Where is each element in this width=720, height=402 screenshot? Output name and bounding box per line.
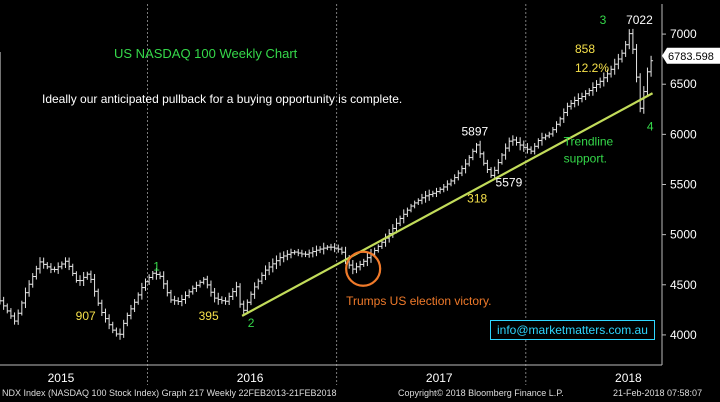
chart-title: US NASDAQ 100 Weekly Chart <box>114 46 298 61</box>
y-axis: 4000 4500 5000 5500 6000 6500 7000 6783.598 <box>661 4 720 365</box>
price-bars <box>0 28 654 340</box>
annotation-label: 2 <box>248 316 255 330</box>
annotation-label: 4 <box>647 119 654 133</box>
election-circle <box>345 250 382 287</box>
y-tick-label: 7000 <box>670 27 697 41</box>
trendline-line <box>241 92 654 317</box>
y-tick-label: 5500 <box>670 178 697 192</box>
trendline <box>241 92 654 317</box>
annotation-label: 1 <box>153 260 160 274</box>
price-bar <box>649 55 654 77</box>
x-tick-label: 2016 <box>237 371 264 385</box>
last-price-label: 6783.598 <box>668 51 714 63</box>
y-tick-label: 6000 <box>670 127 697 141</box>
footer-timestamp: 21-Feb-2018 07:58:07 <box>613 388 703 398</box>
annotation-label: 5579 <box>496 176 523 190</box>
x-axis: 2015 2016 2017 2018 <box>0 364 662 385</box>
annotation-label: 5897 <box>462 124 489 138</box>
annotation-label: 12.2% <box>575 61 609 75</box>
election-circle-mark <box>345 250 382 287</box>
footer-copyright: Copyright© 2018 Bloomberg Finance L.P. <box>398 388 564 398</box>
chart-annotations: 907 1 395 2 Trumps US election victory. 5897 5… <box>76 13 654 330</box>
annotation-label: 395 <box>199 309 219 323</box>
annotation-label: 7022 <box>626 13 653 27</box>
annotation-label: 318 <box>467 192 487 206</box>
y-tick-label: 6500 <box>670 77 697 91</box>
footer-index-info: NDX Index (NASDAQ 100 Stock Index) Graph… <box>2 388 337 398</box>
x-tick-label: 2018 <box>615 371 642 385</box>
annotation-label: Trumps US election victory. <box>346 294 491 308</box>
chart-subtitle: Ideally our anticipated pullback for a b… <box>42 92 403 106</box>
footer-bar: NDX Index (NASDAQ 100 Stock Index) Graph… <box>0 385 720 402</box>
last-price-tag <box>662 47 720 64</box>
annotation-label: support. <box>564 151 607 165</box>
y-tick-label: 5000 <box>670 228 697 242</box>
y-tick-label: 4000 <box>670 328 697 342</box>
annotation-label: 907 <box>76 309 96 323</box>
x-tick-label: 2015 <box>48 371 75 385</box>
annotation-label: 3 <box>600 13 607 27</box>
annotation-label: Trendline <box>564 134 614 148</box>
contact-box: info@marketmatters.com.au <box>490 320 655 340</box>
y-tick-label: 4500 <box>670 278 697 292</box>
annotation-label: 858 <box>575 42 595 56</box>
x-tick-label: 2017 <box>426 371 453 385</box>
